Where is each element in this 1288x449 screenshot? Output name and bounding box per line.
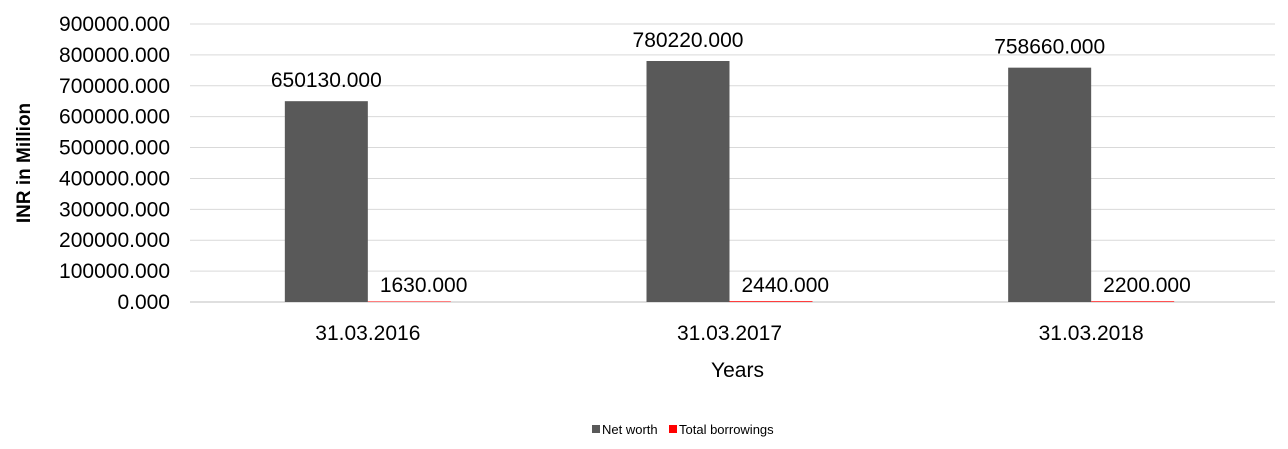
y-tick-label: 300000.000 <box>59 198 170 221</box>
y-tick-label: 900000.000 <box>59 13 170 36</box>
gridlines <box>190 23 1275 303</box>
bar-net-worth <box>1008 67 1092 302</box>
y-tick-label: 0.000 <box>117 291 170 314</box>
y-axis-ticks: 0.000 100000.000 200000.000 300000.000 40000… <box>59 13 170 314</box>
y-tick-label: 400000.000 <box>59 167 170 190</box>
bar-total-borrowings <box>367 301 451 302</box>
bar-total-borrowings <box>729 301 813 302</box>
bar-net-worth <box>284 101 368 302</box>
y-tick-label: 200000.000 <box>59 229 170 252</box>
bar-total-borrowings <box>1091 301 1175 302</box>
bars <box>284 60 1175 302</box>
legend-label: Net worth <box>602 422 658 437</box>
y-tick-label: 600000.000 <box>59 106 170 129</box>
legend: Net worth Total borrowings <box>592 422 774 437</box>
data-label: 1630.000 <box>380 274 468 297</box>
y-tick-label: 500000.000 <box>59 137 170 160</box>
x-tick-label: 31.03.2016 <box>315 322 420 345</box>
bar-net-worth <box>646 60 730 302</box>
y-axis-title: INR in Million <box>14 103 35 223</box>
data-label: 758660.000 <box>994 36 1105 59</box>
x-axis-ticks: 31.03.2016 31.03.2017 31.03.2018 <box>315 322 1143 345</box>
x-tick-label: 31.03.2018 <box>1039 322 1144 345</box>
x-axis-title: Years <box>711 359 764 382</box>
data-label: 2200.000 <box>1103 274 1191 297</box>
legend-label: Total borrowings <box>679 422 774 437</box>
y-tick-label: 100000.000 <box>59 260 170 283</box>
y-tick-label: 700000.000 <box>59 75 170 98</box>
data-label: 2440.000 <box>742 274 830 297</box>
data-label: 650130.000 <box>271 69 382 92</box>
x-tick-label: 31.03.2017 <box>677 322 782 345</box>
y-tick-label: 800000.000 <box>59 44 170 67</box>
legend-swatch <box>592 425 600 433</box>
data-label: 780220.000 <box>633 29 744 52</box>
legend-swatch <box>669 425 677 433</box>
data-labels: 650130.000 1630.000 780220.000 2440.000 7586… <box>271 29 1191 297</box>
